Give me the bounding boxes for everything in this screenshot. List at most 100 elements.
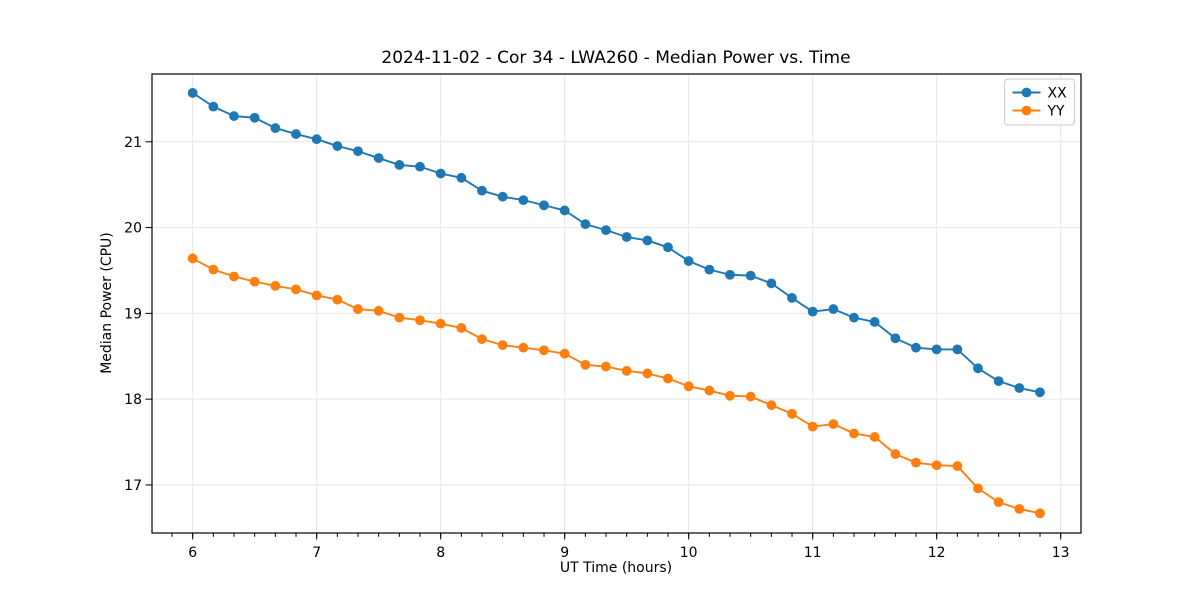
series-YY-marker-4	[270, 281, 281, 291]
series-XX-marker-34	[890, 333, 901, 344]
ticks-layer: 6 7 8 9 10 11 12 13 17 18 19 20 21	[124, 135, 1069, 561]
y-axis-label: Median Power (CPU)	[99, 232, 115, 374]
series-YY-marker-0	[187, 253, 198, 264]
series-YY-marker-30	[807, 421, 818, 432]
legend-marker-XX	[1021, 87, 1032, 98]
series-XX-marker-25	[704, 264, 715, 275]
series-YY-marker-28	[766, 400, 777, 411]
y-tick-label-20: 20	[124, 221, 142, 237]
series-XX-marker-24	[683, 256, 694, 266]
series-XX-marker-11	[415, 161, 425, 172]
series-XX-marker-8	[353, 146, 363, 157]
series-XX-marker-5	[291, 129, 301, 139]
series-YY-marker-15	[497, 340, 508, 351]
series-YY-marker-35	[911, 457, 921, 468]
series-XX-marker-26	[725, 269, 735, 280]
series-XX-marker-2	[229, 111, 239, 121]
series-XX-marker-10	[394, 160, 405, 170]
series-XX-marker-37	[952, 344, 963, 355]
series-XX-marker-36	[931, 344, 942, 355]
x-tick-label-10: 10	[680, 545, 698, 561]
series-XX-marker-28	[766, 278, 777, 289]
series-XX-marker-39	[993, 376, 1004, 387]
series-XX-marker-27	[745, 270, 756, 281]
series-XX-marker-21	[621, 232, 632, 242]
series-YY-marker-33	[869, 432, 880, 442]
grid-layer	[152, 74, 1081, 533]
series-XX-marker-22	[642, 235, 653, 246]
series-XX-marker-40	[1014, 383, 1025, 393]
series-YY-marker-40	[1014, 504, 1025, 514]
series-XX-marker-30	[807, 306, 818, 317]
series-XX-marker-17	[539, 200, 549, 211]
y-tick-label-18: 18	[124, 392, 142, 408]
series-YY-marker-9	[373, 305, 384, 316]
series-YY-marker-19	[580, 359, 591, 370]
series-XX-marker-35	[911, 342, 921, 353]
legend-marker-YY	[1021, 105, 1032, 116]
series-YY-marker-34	[890, 449, 901, 459]
series-XX-marker-14	[477, 185, 487, 196]
series-YY-marker-12	[435, 318, 446, 329]
series-YY-marker-20	[601, 361, 611, 372]
series-YY-marker-25	[704, 385, 715, 396]
series-YY-marker-8	[353, 304, 363, 314]
series-YY-marker-41	[1035, 508, 1045, 519]
x-tick-label-7: 7	[312, 545, 321, 561]
y-tick-label-17: 17	[124, 478, 142, 494]
series-YY-marker-24	[683, 381, 694, 392]
series-YY-marker-7	[332, 294, 343, 305]
series-YY-marker-21	[621, 365, 632, 376]
series-YY-marker-17	[539, 345, 549, 356]
x-axis-label: UT Time (hours)	[560, 560, 672, 576]
series-XX-marker-33	[869, 317, 880, 327]
series-XX-marker-13	[456, 172, 467, 183]
x-tick-label-8: 8	[436, 545, 445, 561]
series-YY-marker-3	[249, 276, 260, 287]
legend-label-XX: XX	[1048, 86, 1068, 102]
x-tick-label-11: 11	[804, 545, 822, 561]
series-XX-marker-12	[435, 168, 446, 179]
series-YY-marker-22	[642, 368, 653, 379]
series-YY-marker-18	[559, 348, 570, 359]
series-YY-marker-5	[291, 284, 301, 295]
series-YY-marker-32	[849, 428, 859, 439]
legend-label-YY: YY	[1047, 104, 1066, 120]
series-XX-marker-7	[332, 141, 343, 151]
series-XX-marker-6	[311, 134, 322, 145]
legend-frame	[1004, 78, 1075, 126]
series-YY-marker-23	[663, 373, 673, 384]
series-XX-marker-32	[849, 312, 859, 323]
series-XX-marker-3	[249, 112, 260, 123]
series-XX-marker-20	[601, 225, 611, 236]
series-YY-marker-36	[931, 460, 942, 471]
series-XX-marker-19	[580, 219, 591, 230]
plot-area	[151, 73, 1082, 534]
series-XX-marker-18	[559, 205, 570, 216]
series-layer	[187, 87, 1045, 519]
series-XX-marker-9	[373, 153, 384, 163]
x-tick-label-12: 12	[928, 545, 946, 561]
series-XX-marker-38	[973, 363, 983, 374]
series-YY-marker-1	[208, 264, 219, 275]
series-YY-marker-31	[828, 419, 839, 429]
series-XX-marker-15	[497, 191, 508, 202]
series-YY-marker-6	[311, 290, 322, 301]
series-YY-marker-27	[745, 391, 756, 402]
series-XX-marker-31	[828, 304, 839, 314]
x-tick-label-6: 6	[188, 545, 197, 561]
series-YY-marker-39	[993, 497, 1004, 508]
series-XX-marker-0	[187, 87, 198, 98]
series-YY-marker-16	[518, 342, 529, 353]
series-XX-marker-4	[270, 123, 281, 133]
legend: XX YY	[1004, 78, 1075, 126]
series-YY-marker-13	[456, 323, 467, 333]
series-YY-marker-26	[725, 390, 735, 401]
series-YY-marker-10	[394, 312, 405, 323]
series-YY-marker-11	[415, 315, 425, 326]
series-YY-marker-14	[477, 334, 487, 345]
y-tick-label-21: 21	[124, 135, 142, 151]
series-YY-marker-29	[787, 408, 797, 419]
